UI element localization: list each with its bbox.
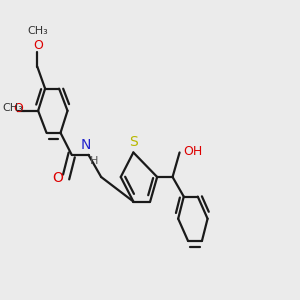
Text: O: O (13, 102, 23, 115)
Text: N: N (81, 139, 92, 152)
Text: O: O (52, 171, 63, 185)
Text: S: S (130, 134, 138, 148)
Text: CH₃: CH₃ (28, 26, 48, 36)
Text: O: O (33, 39, 43, 52)
Text: CH₃: CH₃ (2, 103, 23, 113)
Text: OH: OH (183, 145, 202, 158)
Text: H: H (89, 156, 98, 166)
